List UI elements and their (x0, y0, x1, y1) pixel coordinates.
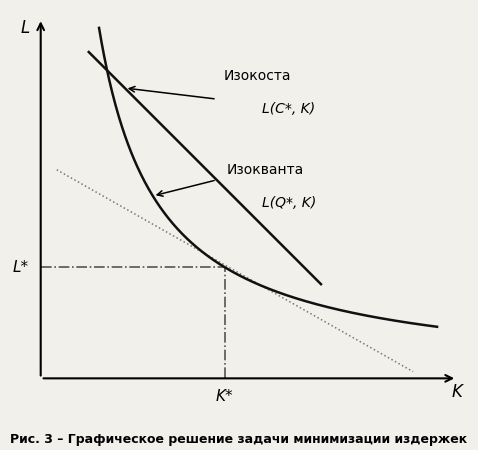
Text: Рис. 3 – Графическое решение задачи минимизации издержек: Рис. 3 – Графическое решение задачи мини… (11, 432, 467, 446)
Text: L(C*, K): L(C*, K) (262, 102, 315, 116)
Text: L*: L* (12, 260, 29, 275)
Text: L: L (20, 19, 29, 37)
Text: Изокванта: Изокванта (226, 163, 304, 177)
Text: L(Q*, K): L(Q*, K) (262, 196, 316, 211)
Text: K*: K* (216, 389, 234, 405)
Text: K: K (452, 383, 463, 401)
Text: Изокоста: Изокоста (223, 68, 291, 82)
